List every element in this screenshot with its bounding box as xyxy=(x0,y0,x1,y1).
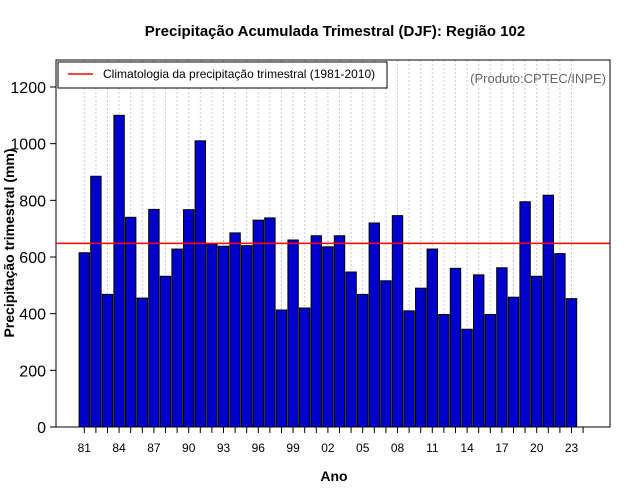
x-tick-label: 02 xyxy=(321,441,335,455)
bar-1996 xyxy=(252,219,265,428)
bar-1994 xyxy=(229,232,241,428)
bar-1987 xyxy=(148,208,160,428)
bar-1991 xyxy=(194,140,207,428)
x-tick-label: 23 xyxy=(565,441,579,455)
y-tick-label: 1200 xyxy=(10,80,46,97)
chart-title: Precipitação Acumulada Trimestral (DJF):… xyxy=(145,23,525,40)
bar-1986 xyxy=(136,297,149,428)
bar-2013 xyxy=(449,267,462,428)
bar-2021 xyxy=(542,194,554,428)
bar-2008 xyxy=(391,215,404,428)
bar-1999 xyxy=(287,239,299,428)
bar-1982 xyxy=(90,175,102,428)
bar-2006 xyxy=(368,222,381,428)
credit-label: (Produto:CPTEC/INPE) xyxy=(470,71,606,86)
legend-label: Climatologia da precipitação trimestral … xyxy=(103,67,375,81)
bar-2017 xyxy=(496,267,508,428)
bar-1988 xyxy=(159,275,172,428)
y-tick-label: 1000 xyxy=(10,137,46,154)
bar-2007 xyxy=(380,280,392,428)
bar-2003 xyxy=(333,235,346,428)
bar-2016 xyxy=(484,314,497,428)
bar-2022 xyxy=(554,253,566,428)
x-tick-label: 11 xyxy=(426,441,439,455)
x-tick-label: 87 xyxy=(147,441,161,455)
bar-1990 xyxy=(183,209,195,428)
bar-1992 xyxy=(206,243,218,428)
y-axis: 0 200 400 600 800 1000 1200 xyxy=(10,80,56,437)
x-tick-label: 14 xyxy=(460,441,474,455)
y-axis-label: Precipitação trimestral (mm) xyxy=(1,148,17,337)
bar-2023 xyxy=(565,298,578,428)
bar-2011 xyxy=(426,248,439,428)
x-tick-label: 84 xyxy=(112,441,126,455)
bar-2020 xyxy=(531,275,543,428)
y-tick-label: 800 xyxy=(19,193,46,210)
x-tick-label: 96 xyxy=(252,441,266,455)
bar-2018 xyxy=(507,296,520,428)
bar-2005 xyxy=(357,293,369,428)
y-tick-label: 600 xyxy=(19,250,46,267)
bar-2010 xyxy=(415,287,427,428)
bar-2000 xyxy=(299,307,311,428)
bar-1989 xyxy=(171,248,183,428)
bar-1981 xyxy=(78,252,90,428)
y-tick-label: 200 xyxy=(19,363,46,380)
bar-2014 xyxy=(461,328,473,428)
bar-2012 xyxy=(438,314,450,428)
x-tick-label: 90 xyxy=(182,441,196,455)
bar-2009 xyxy=(403,310,415,428)
x-tick-label: 93 xyxy=(217,441,231,455)
bar-2019 xyxy=(519,201,531,428)
bar-1993 xyxy=(217,245,230,428)
x-tick-label: 05 xyxy=(356,441,370,455)
x-axis-label: Ano xyxy=(320,468,347,484)
bar-1997 xyxy=(264,217,276,428)
y-tick-label: 0 xyxy=(37,420,46,437)
x-tick-label: 99 xyxy=(286,441,300,455)
bars xyxy=(78,114,578,428)
legend-box xyxy=(57,61,388,89)
x-axis: 81 84 87 90 93 96 99 02 05 08 11 14 17 20 23 xyxy=(78,426,584,455)
bar-1995 xyxy=(241,245,253,428)
y-tick-label: 400 xyxy=(19,307,46,324)
x-tick-label: 81 xyxy=(78,441,92,455)
bar-1983 xyxy=(101,293,114,428)
x-tick-label: 08 xyxy=(391,441,405,455)
legend: Climatologia da precipitação trimestral … xyxy=(57,61,388,89)
x-tick-label: 20 xyxy=(530,441,544,455)
bar-1985 xyxy=(125,216,137,428)
bar-1998 xyxy=(275,309,288,428)
bar-2004 xyxy=(345,271,357,428)
bar-2002 xyxy=(322,246,334,428)
x-tick-label: 17 xyxy=(495,441,509,455)
bar-2015 xyxy=(473,274,485,428)
bar-2001 xyxy=(310,235,323,428)
bar-1984 xyxy=(113,114,125,428)
